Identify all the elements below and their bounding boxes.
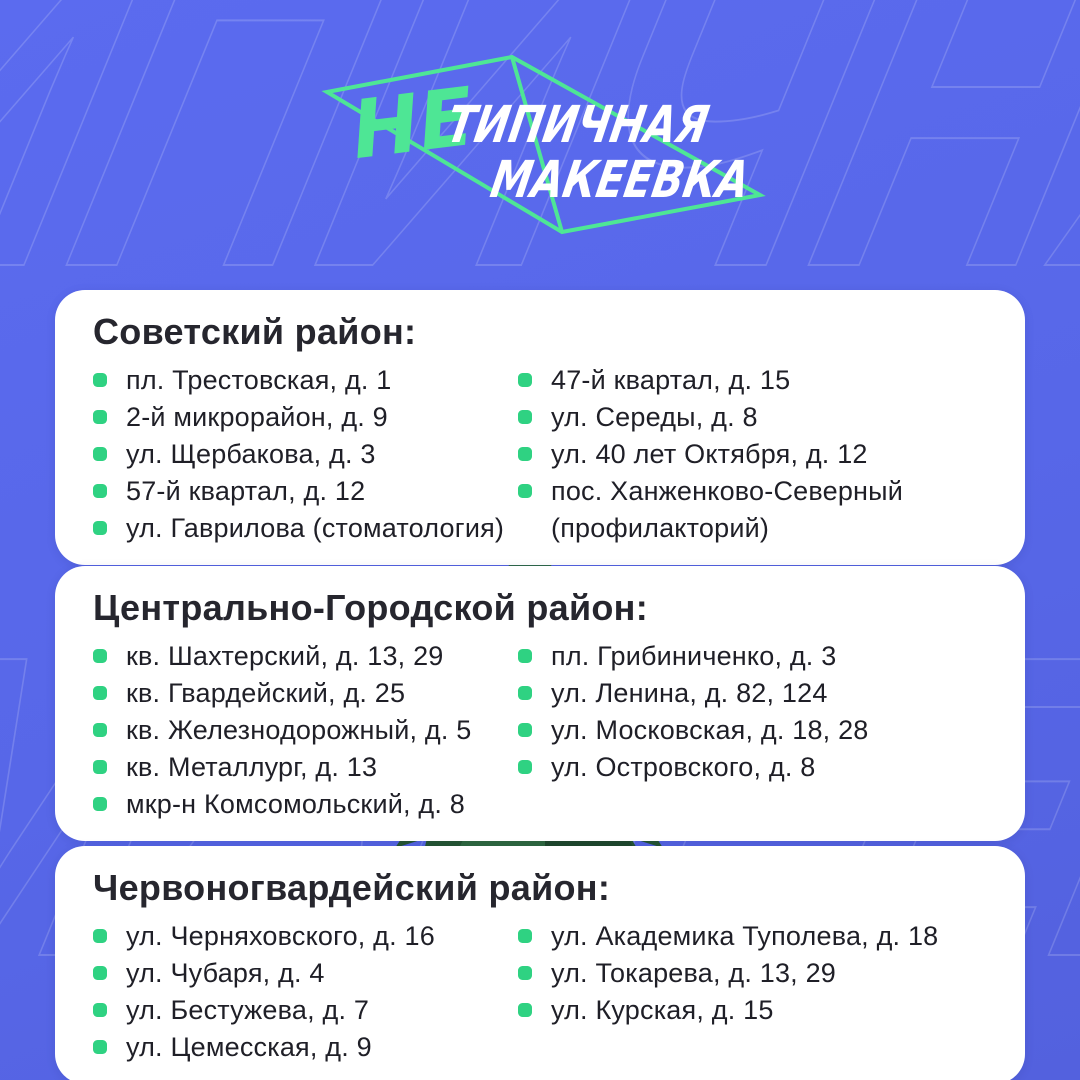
list-item: мкр-н Комсомольский, д. 8 — [93, 786, 518, 823]
bullet-icon — [93, 686, 107, 700]
bullet-icon — [93, 1003, 107, 1017]
address-column-right: ул. Академика Туполева, д. 18 ул. Токарев… — [518, 918, 987, 1066]
address-text: 47-й квартал, д. 15 — [551, 365, 791, 395]
list-item: ул. Академика Туполева, д. 18 — [518, 918, 987, 955]
list-item: ул. 40 лет Октября, д. 12 — [518, 436, 987, 473]
list-item: ул. Бестужева, д. 7 — [93, 992, 518, 1029]
list-item: ул. Щербакова, д. 3 — [93, 436, 518, 473]
address-text: ул. Островского, д. 8 — [551, 752, 816, 782]
bullet-icon — [93, 966, 107, 980]
address-column-left: ул. Черняховского, д. 16 ул. Чубаря, д. 4… — [93, 918, 518, 1066]
address-column-right: пл. Грибиниченко, д. 3 ул. Ленина, д. 82,… — [518, 638, 987, 823]
bullet-icon — [518, 649, 532, 663]
list-item: ул. Ленина, д. 82, 124 — [518, 675, 987, 712]
list-item: ул. Чубаря, д. 4 — [93, 955, 518, 992]
bullet-icon — [518, 484, 532, 498]
list-item: кв. Шахтерский, д. 13, 29 — [93, 638, 518, 675]
list-item: ул. Цемесская, д. 9 — [93, 1029, 518, 1066]
bullet-icon — [518, 447, 532, 461]
address-text: кв. Гвардейский, д. 25 — [126, 678, 406, 708]
list-item: 47-й квартал, д. 15 — [518, 362, 987, 399]
bullet-icon — [518, 410, 532, 424]
address-text: ул. Курская, д. 15 — [551, 995, 774, 1025]
list-item: ул. Московская, д. 18, 28 — [518, 712, 987, 749]
list-item: ул. Гаврилова (стоматология) — [93, 510, 518, 547]
bullet-icon — [93, 1040, 107, 1054]
list-item: кв. Железнодорожный, д. 5 — [93, 712, 518, 749]
list-item: пл. Трестовская, д. 1 — [93, 362, 518, 399]
list-item: кв. Гвардейский, д. 25 — [93, 675, 518, 712]
bullet-icon — [93, 410, 107, 424]
address-text: пл. Грибиниченко, д. 3 — [551, 641, 837, 671]
address-text: 2-й микрорайон, д. 9 — [126, 402, 388, 432]
address-text: кв. Железнодорожный, д. 5 — [126, 715, 472, 745]
address-text: кв. Металлург, д. 13 — [126, 752, 378, 782]
address-text: пл. Трестовская, д. 1 — [126, 365, 392, 395]
address-text: мкр-н Комсомольский, д. 8 — [126, 789, 465, 819]
card-chervonogvardeysky-district: Червоногвардейский район: ул. Черняховск… — [55, 846, 1025, 1080]
bullet-icon — [518, 966, 532, 980]
address-text: ул. Черняховского, д. 16 — [126, 921, 435, 951]
address-text: ул. Середы, д. 8 — [551, 402, 758, 432]
card-sovetsky-district: Советский район: пл. Трестовская, д. 1 2-… — [55, 290, 1025, 565]
address-text: ул. Цемесская, д. 9 — [126, 1032, 372, 1062]
address-text: ул. Токарева, д. 13, 29 — [551, 958, 837, 988]
logo-word-makeevka: МАКЕЕВКА — [486, 151, 755, 210]
list-item: ул. Токарева, д. 13, 29 — [518, 955, 987, 992]
list-item: кв. Металлург, д. 13 — [93, 749, 518, 786]
card-title: Червоногвардейский район: — [93, 867, 611, 908]
bullet-icon — [93, 521, 107, 535]
address-text: ул. Ленина, д. 82, 124 — [551, 678, 828, 708]
address-columns: ул. Черняховского, д. 16 ул. Чубаря, д. 4… — [93, 918, 987, 1066]
bullet-icon — [518, 1003, 532, 1017]
address-text: ул. Гаврилова (стоматология) — [126, 513, 505, 543]
list-item: ул. Середы, д. 8 — [518, 399, 987, 436]
bullet-icon — [93, 484, 107, 498]
bullet-icon — [93, 373, 107, 387]
card-centralno-gorodskoy-district: Центрально-Городской район: кв. Шахтерск… — [55, 566, 1025, 841]
address-text: ул. Чубаря, д. 4 — [126, 958, 325, 988]
list-item: 57-й квартал, д. 12 — [93, 473, 518, 510]
bullet-icon — [93, 929, 107, 943]
address-column-left: пл. Трестовская, д. 1 2-й микрорайон, д. … — [93, 362, 518, 547]
card-title: Центрально-Городской район: — [93, 587, 649, 628]
address-text: ул. 40 лет Октября, д. 12 — [551, 439, 868, 469]
list-item: пос. Ханженково-Северный (профилакторий) — [518, 473, 987, 547]
address-text: ул. Щербакова, д. 3 — [126, 439, 376, 469]
address-columns: пл. Трестовская, д. 1 2-й микрорайон, д. … — [93, 362, 987, 547]
bullet-icon — [93, 797, 107, 811]
address-text: пос. Ханженково-Северный (профилакторий) — [551, 476, 904, 543]
logo: НЕ ТИПИЧНАЯ МАКЕЕВКА — [0, 0, 1080, 260]
bullet-icon — [518, 723, 532, 737]
address-text: ул. Бестужева, д. 7 — [126, 995, 370, 1025]
list-item: 2-й микрорайон, д. 9 — [93, 399, 518, 436]
bullet-icon — [518, 760, 532, 774]
bullet-icon — [93, 760, 107, 774]
bullet-icon — [518, 929, 532, 943]
address-columns: кв. Шахтерский, д. 13, 29 кв. Гвардейский… — [93, 638, 987, 823]
address-column-left: кв. Шахтерский, д. 13, 29 кв. Гвардейский… — [93, 638, 518, 823]
address-text: ул. Академика Туполева, д. 18 — [551, 921, 939, 951]
bullet-icon — [518, 686, 532, 700]
bullet-icon — [93, 649, 107, 663]
list-item: ул. Черняховского, д. 16 — [93, 918, 518, 955]
list-item: ул. Курская, д. 15 — [518, 992, 987, 1029]
address-column-right: 47-й квартал, д. 15 ул. Середы, д. 8 ул. 4… — [518, 362, 987, 547]
card-title: Советский район: — [93, 311, 417, 352]
bullet-icon — [93, 723, 107, 737]
address-text: ул. Московская, д. 18, 28 — [551, 715, 869, 745]
bullet-icon — [93, 447, 107, 461]
address-text: кв. Шахтерский, д. 13, 29 — [126, 641, 444, 671]
bullet-icon — [518, 373, 532, 387]
list-item: пл. Грибиниченко, д. 3 — [518, 638, 987, 675]
logo-word-tipichnaya: ТИПИЧНАЯ — [442, 96, 714, 155]
address-text: 57-й квартал, д. 12 — [126, 476, 366, 506]
list-item: ул. Островского, д. 8 — [518, 749, 987, 786]
